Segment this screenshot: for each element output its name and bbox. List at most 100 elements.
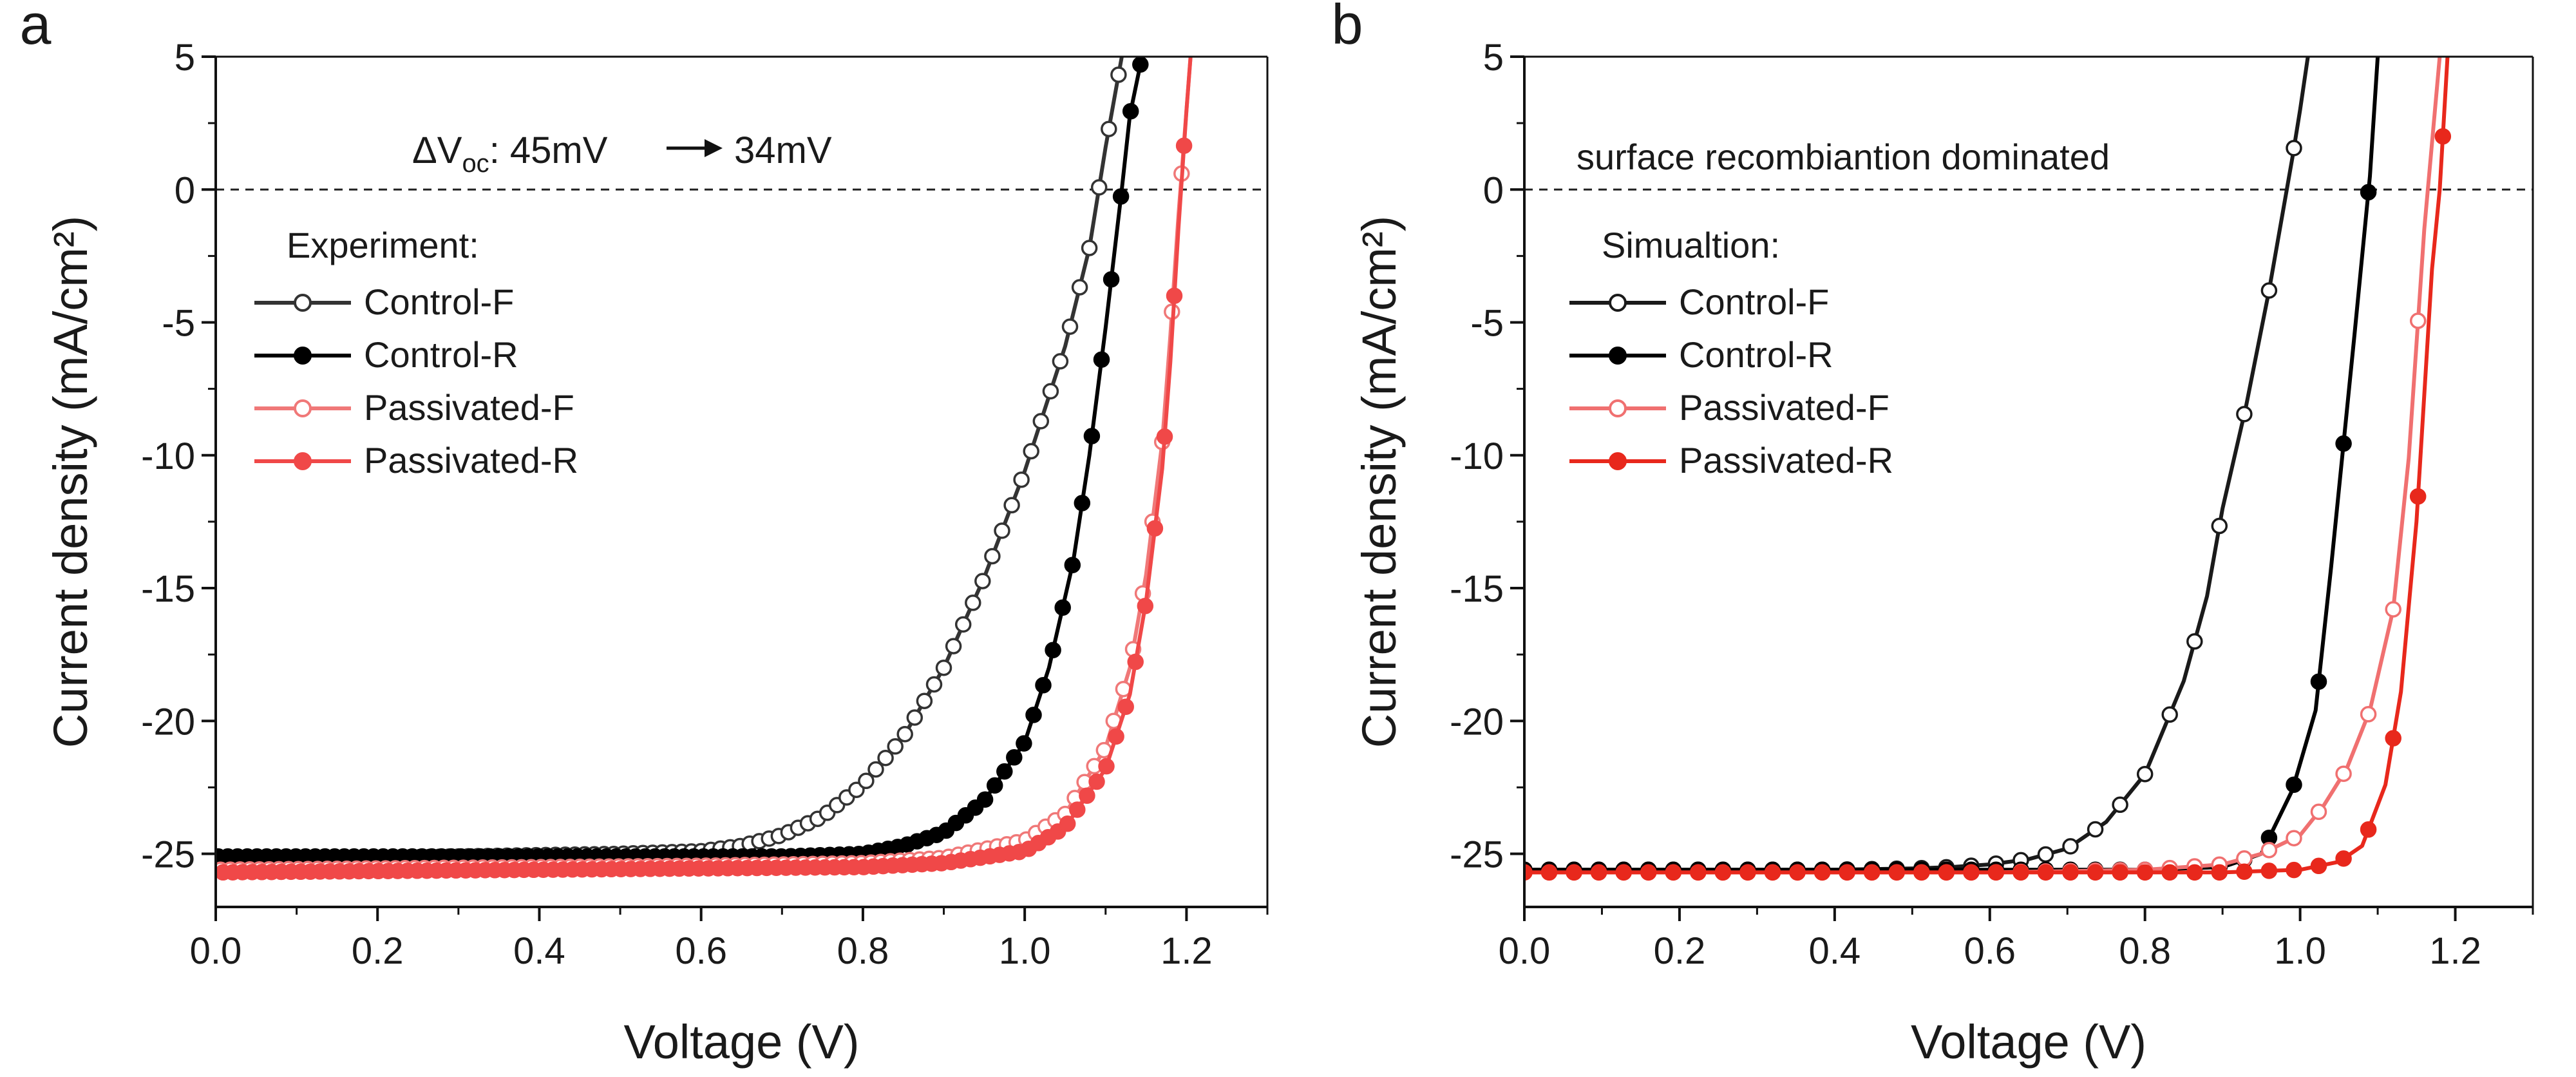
data-marker <box>1083 428 1101 444</box>
data-marker <box>986 777 1003 794</box>
data-marker <box>2286 861 2302 879</box>
y-tick-label: -20 <box>141 701 195 743</box>
legend-label: Control-F <box>364 281 514 322</box>
data-marker <box>1665 864 1682 881</box>
data-marker <box>1052 353 1069 370</box>
data-marker <box>994 522 1010 539</box>
data-marker <box>2286 830 2302 846</box>
data-marker <box>2260 863 2278 879</box>
data-marker <box>2112 796 2128 814</box>
data-marker <box>1035 676 1052 694</box>
plot-area <box>216 57 1193 881</box>
data-marker <box>1108 728 1124 745</box>
data-marker <box>1112 188 1130 205</box>
y-tick-label: 0 <box>1483 169 1504 211</box>
data-marker <box>2310 803 2327 821</box>
x-tick-label: 0.0 <box>1499 930 1551 972</box>
y-tick-label: -10 <box>141 435 195 477</box>
x-tick-label: 0.4 <box>513 930 565 972</box>
data-marker <box>2409 488 2427 505</box>
data-marker <box>1023 443 1039 460</box>
data-marker <box>1059 815 1076 832</box>
data-marker <box>2310 673 2327 690</box>
y-tick-label: -20 <box>1450 701 1504 743</box>
legend-label: Passivated-R <box>364 440 578 481</box>
data-marker <box>984 548 1001 565</box>
x-tick-label: 1.2 <box>1160 930 1213 972</box>
data-marker <box>1789 864 1806 881</box>
data-marker <box>2310 857 2327 875</box>
data-marker <box>1110 66 1127 83</box>
legend-label: Control-R <box>364 334 518 375</box>
data-marker <box>1090 179 1108 196</box>
data-marker <box>1963 864 1980 881</box>
data-marker <box>954 616 972 633</box>
data-marker <box>2385 601 2401 618</box>
legend-title: Experiment: <box>287 225 479 265</box>
data-marker <box>1166 287 1183 304</box>
legend-marker <box>294 452 312 470</box>
data-marker <box>1132 57 1149 73</box>
legend-marker <box>294 347 312 365</box>
data-marker <box>1006 749 1023 766</box>
data-marker <box>935 659 952 676</box>
data-marker <box>1032 413 1050 430</box>
annotation-arrowhead <box>705 139 723 157</box>
data-marker <box>2087 821 2104 838</box>
data-marker <box>1640 864 1657 881</box>
legend-marker <box>1609 399 1627 417</box>
data-marker <box>2186 864 2203 881</box>
data-marker <box>1088 773 1105 790</box>
legend-label: Control-R <box>1679 334 1833 375</box>
data-marker <box>1938 864 1955 881</box>
data-marker <box>858 772 875 790</box>
data-marker <box>1016 735 1032 752</box>
data-marker <box>2335 850 2352 867</box>
data-marker <box>2012 864 2029 881</box>
legend-marker <box>294 294 312 312</box>
data-marker <box>887 738 904 755</box>
data-marker <box>1524 864 1533 881</box>
annotation-delta-voc: ΔVoc: 45mV <box>412 129 608 178</box>
x-tick-label: 1.0 <box>2274 930 2326 972</box>
data-marker <box>1045 642 1061 658</box>
data-marker <box>996 763 1013 780</box>
annotation-before: : 45mV <box>489 129 608 171</box>
data-marker <box>2360 184 2377 201</box>
data-marker <box>2385 730 2401 747</box>
annotation-after: 34mV <box>734 129 832 171</box>
data-marker <box>1071 279 1088 296</box>
data-marker <box>1093 351 1110 368</box>
data-marker <box>1175 137 1193 154</box>
y-tick-label: -25 <box>141 834 195 876</box>
data-marker <box>2136 864 2154 881</box>
data-marker <box>2112 864 2128 881</box>
x-tick-label: 0.8 <box>837 930 889 972</box>
data-marker <box>1839 864 1855 881</box>
data-marker <box>1074 495 1091 511</box>
data-marker <box>2260 841 2278 859</box>
annotation-prefix: ΔV <box>412 129 462 171</box>
data-marker <box>1690 864 1707 881</box>
y-tick-label: -5 <box>162 303 195 345</box>
data-marker <box>2211 864 2228 881</box>
data-marker <box>1098 758 1115 775</box>
data-marker <box>925 676 943 693</box>
y-tick-label: -15 <box>141 568 195 610</box>
x-tick-label: 0.2 <box>352 930 404 972</box>
data-marker <box>976 791 994 808</box>
y-axis-title: Current density (mA/cm²) <box>44 216 97 748</box>
data-marker <box>1054 599 1071 616</box>
annotation-subscript: oc <box>462 149 489 178</box>
data-marker <box>1103 271 1120 288</box>
x-tick-label: 0.6 <box>675 930 727 972</box>
data-marker <box>916 692 933 709</box>
y-tick-label: 0 <box>175 169 195 211</box>
data-marker <box>2236 406 2253 423</box>
x-tick-label: 0.6 <box>1964 930 2016 972</box>
legend-label: Passivated-F <box>1679 387 1889 428</box>
data-marker <box>1122 102 1139 120</box>
data-marker <box>1137 598 1154 615</box>
data-marker <box>867 761 884 778</box>
